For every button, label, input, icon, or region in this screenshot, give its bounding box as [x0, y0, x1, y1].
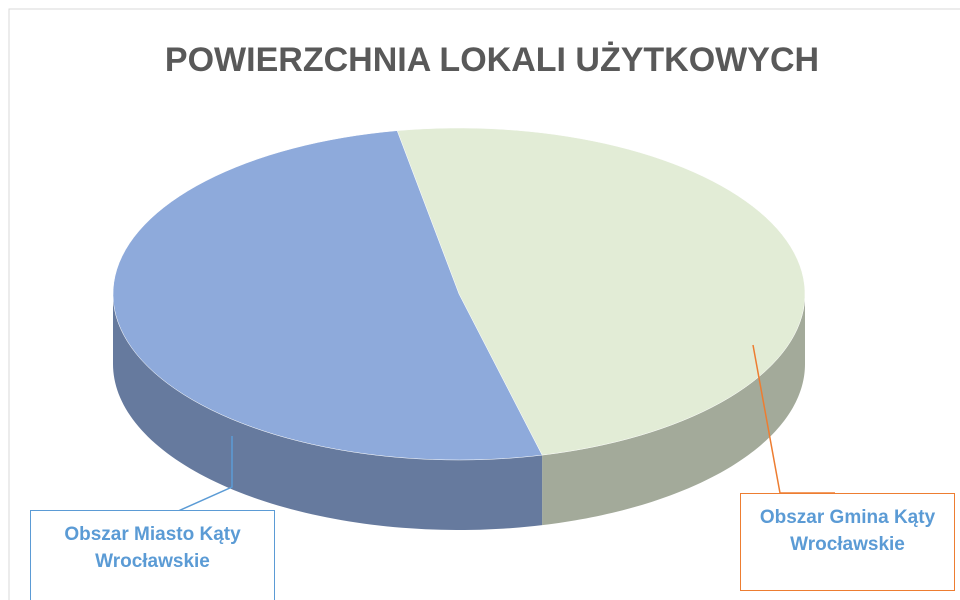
pie: [112, 127, 806, 530]
pie-slice: [396, 127, 806, 456]
data-label: Obszar Miasto Kąty Wrocławskie: [30, 510, 275, 600]
pie-side: [113, 294, 543, 530]
data-label: Obszar Gmina Kąty Wrocławskie: [740, 493, 955, 591]
chart-title: POWIERZCHNIA LOKALI UŻYTKOWYCH: [165, 41, 819, 79]
leader-line: [175, 436, 233, 513]
pie-slice: [112, 130, 543, 461]
pie-side: [542, 294, 805, 526]
